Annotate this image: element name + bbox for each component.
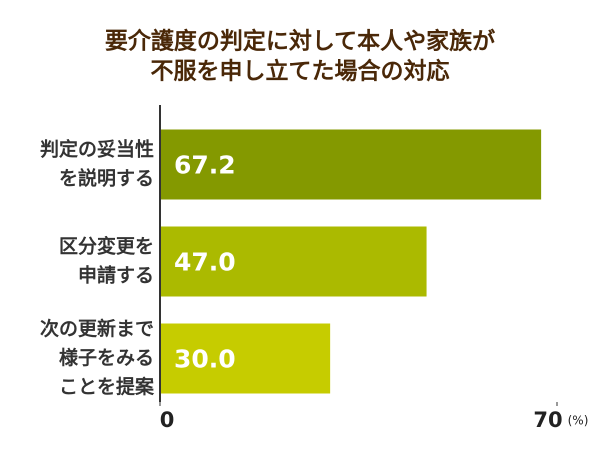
bar	[160, 323, 331, 394]
value-label: 47.0	[174, 248, 236, 277]
category-label: 申請する	[78, 264, 154, 287]
bar	[160, 226, 427, 297]
x-unit: (%)	[568, 414, 589, 428]
value-label: 30.0	[174, 345, 236, 374]
category-label: 区分変更を	[59, 235, 154, 258]
bar	[160, 129, 542, 200]
chart-title: 不服を申し立てた場合の対応	[151, 58, 450, 85]
category-label: 判定の妥当性	[40, 138, 154, 161]
category-label: ことを提案	[59, 375, 155, 398]
value-label: 67.2	[174, 151, 236, 180]
category-label: 次の更新まで	[40, 317, 154, 340]
category-label: を説明する	[59, 167, 154, 190]
chart-title: 要介護度の判定に対して本人や家族が	[105, 28, 495, 55]
x-tick-label: 70	[533, 408, 562, 432]
x-tick-label: 0	[160, 408, 175, 432]
category-label: 様子をみる	[59, 346, 154, 369]
